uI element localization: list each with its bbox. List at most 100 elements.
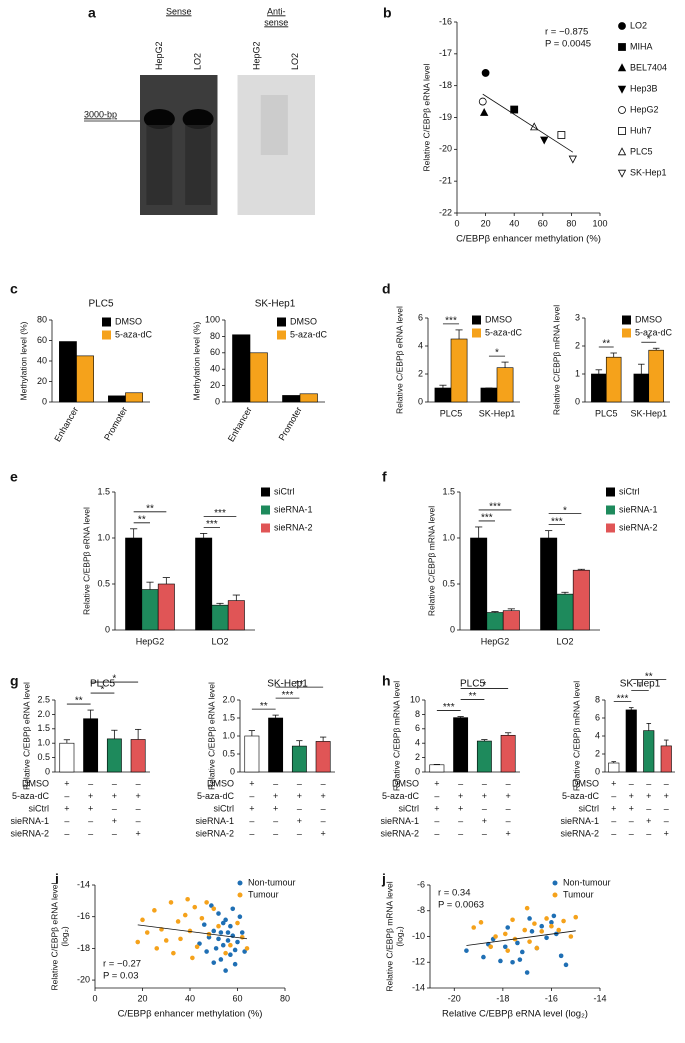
lane-label: HepG2 [251,41,261,70]
lane-label: HepG2 [154,41,164,70]
point [493,934,498,939]
treatment-name: DMSO [392,778,419,788]
point [478,97,487,106]
bar [605,356,622,403]
y-tick-label: 0 [45,766,50,776]
point [168,900,174,905]
treatment-sign: – [629,828,634,838]
significance-label: ** [295,679,303,690]
treatment-name: DMSO [207,778,234,788]
significance-label: *** [489,502,501,513]
bar [540,537,558,631]
x-tick-label: PLC5 [440,408,463,418]
bar [572,569,590,631]
significance-label: ** [645,671,653,682]
gel-smear [260,95,288,155]
treatment-sign: – [506,803,511,813]
treatment-name: sieRNA-2 [380,828,419,838]
y-tick-label: -20 [77,974,90,984]
error-bar [577,568,585,571]
y-tick-label: 2 [595,748,600,758]
significance-label: ** [260,701,268,712]
point [225,930,231,935]
y-axis-title: Relative C/EBPβ eRNA level [394,306,404,414]
x-tick-label: Promoter [102,405,129,442]
point [505,925,511,930]
point [244,946,250,951]
error-bar [638,363,645,374]
significance-label: ** [602,339,610,350]
y-tick-label: 6 [595,712,600,722]
significance-label: *** [481,513,493,524]
y-axis-title: Relative C/EBPβ mRNA level [391,681,401,791]
bar [500,734,516,773]
point [549,923,554,929]
x-tick-label: PLC5 [595,408,618,418]
treatment-sign: – [629,816,634,826]
treatment-sign: + [64,803,69,813]
error-bar [481,739,488,742]
treatment-sign: – [321,803,326,813]
legend-label: sieRNA-1 [619,504,658,514]
error-bar [455,329,463,339]
y-axis-title: Relative C/EBPβ eRNA level [206,682,216,790]
x-tick-label: SK-Hep1 [479,408,516,418]
point [539,923,545,929]
x-tick-label: -16 [545,993,558,1003]
y-tick-label: 0 [230,766,235,776]
treatment-sign: – [273,778,278,788]
point [556,927,562,933]
treatment-sign: + [135,791,140,801]
y-tick-label: -17 [439,48,452,58]
treatment-sign: – [646,803,651,813]
panel-label: h [382,673,391,689]
point [568,934,574,939]
legend-label: DMSO [635,314,662,324]
x-axis-title: C/EBPβ enhancer methylation (%) [118,1009,263,1020]
legend-marker [617,169,627,178]
bar [244,735,260,773]
error-bar [652,347,660,351]
bar [502,610,520,631]
treatment-sign: – [249,828,254,838]
treatment-name: DMSO [572,778,599,788]
y-tick-label: 20 [210,380,220,390]
bar [486,612,504,631]
point [551,913,557,919]
significance-label: *** [214,508,226,519]
legend-label: 5-aza-dC [115,329,153,339]
treatment-name: siCtrl [214,803,235,813]
annotation: P = 0.0045 [545,39,591,50]
point [529,929,535,934]
panel-label: a [88,5,96,21]
treatment-sign: – [112,778,117,788]
y-tick-label: 1.0 [442,532,455,542]
y-tick-label: -18 [77,943,90,953]
point [228,923,233,929]
legend-marker [617,147,627,156]
error-bar [507,608,515,611]
error-bar [561,591,569,595]
point [218,957,224,962]
group-title: Sense [166,6,192,16]
error-bar [501,361,509,368]
x-tick-label: 20 [137,993,147,1003]
treatment-sign: – [611,791,616,801]
y-tick-label: 60 [37,335,47,345]
point [209,903,214,908]
treatment-name: sieRNA-1 [195,816,234,826]
treatment-sign: – [434,816,439,826]
treatment-sign: – [88,816,93,826]
point [211,960,217,965]
bar [453,717,469,773]
x-tick-label: 80 [280,993,290,1003]
bar [660,745,672,773]
bar [315,741,331,773]
treatment-sign: + [88,803,93,813]
error-bar [87,709,94,719]
point [206,934,212,940]
point [502,944,508,950]
y-tick-label: 8 [595,694,600,704]
y-tick-label: 10 [410,694,420,704]
bar [106,738,122,773]
